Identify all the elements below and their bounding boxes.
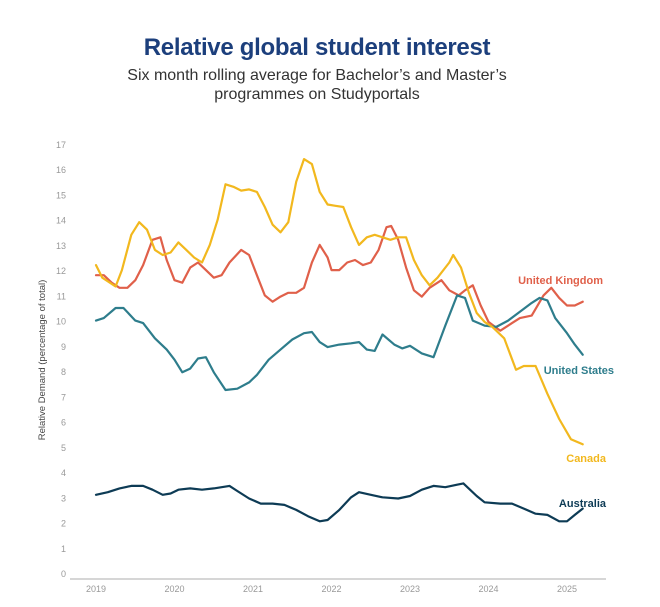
subtitle-line-2: programmes on Studyportals	[214, 86, 420, 103]
x-tick-label: 2024	[478, 584, 498, 594]
x-tick-label: 2023	[400, 584, 420, 594]
chart-subtitle: Six month rolling average for Bachelor’s…	[0, 66, 634, 104]
y-tick-label: 6	[61, 418, 66, 428]
x-tick-label: 2021	[243, 584, 263, 594]
y-tick-label: 9	[61, 342, 66, 352]
y-tick-label: 0	[61, 569, 66, 579]
series-label-australia: Australia	[559, 498, 607, 510]
y-tick-label: 17	[56, 140, 66, 150]
x-tick-label: 2019	[86, 584, 106, 594]
y-tick-label: 10	[56, 317, 66, 327]
series-line-united-kingdom	[94, 224, 584, 332]
y-tick-label: 15	[56, 190, 66, 200]
subtitle-line-1: Six month rolling average for Bachelor’s…	[127, 67, 507, 84]
series-label-canada: Canada	[566, 453, 607, 465]
x-tick-label: 2022	[321, 584, 341, 594]
x-tick-label: 2020	[164, 584, 184, 594]
y-tick-label: 1	[61, 544, 66, 554]
series-label-united-states: United States	[544, 365, 614, 377]
y-tick-label: 2	[61, 519, 66, 529]
y-tick-label: 7	[61, 392, 66, 402]
series-line-canada	[94, 158, 584, 446]
y-axis-label: Relative Demand (percentage of total)	[37, 280, 48, 441]
chart-title: Relative global student interest	[143, 34, 491, 61]
y-tick-label: 3	[61, 493, 66, 503]
series-line-australia	[94, 482, 584, 523]
series-label-united-kingdom: United Kingdom	[518, 275, 603, 287]
y-tick-label: 16	[56, 165, 66, 175]
y-tick-label: 8	[61, 367, 66, 377]
y-tick-label: 14	[56, 216, 66, 226]
y-tick-label: 4	[61, 468, 66, 478]
series-line-united-states	[94, 294, 584, 392]
y-tick-label: 12	[56, 266, 66, 276]
y-tick-label: 11	[57, 291, 66, 301]
y-tick-label: 5	[61, 443, 66, 453]
x-tick-label: 2025	[557, 584, 577, 594]
y-tick-label: 13	[56, 241, 66, 251]
